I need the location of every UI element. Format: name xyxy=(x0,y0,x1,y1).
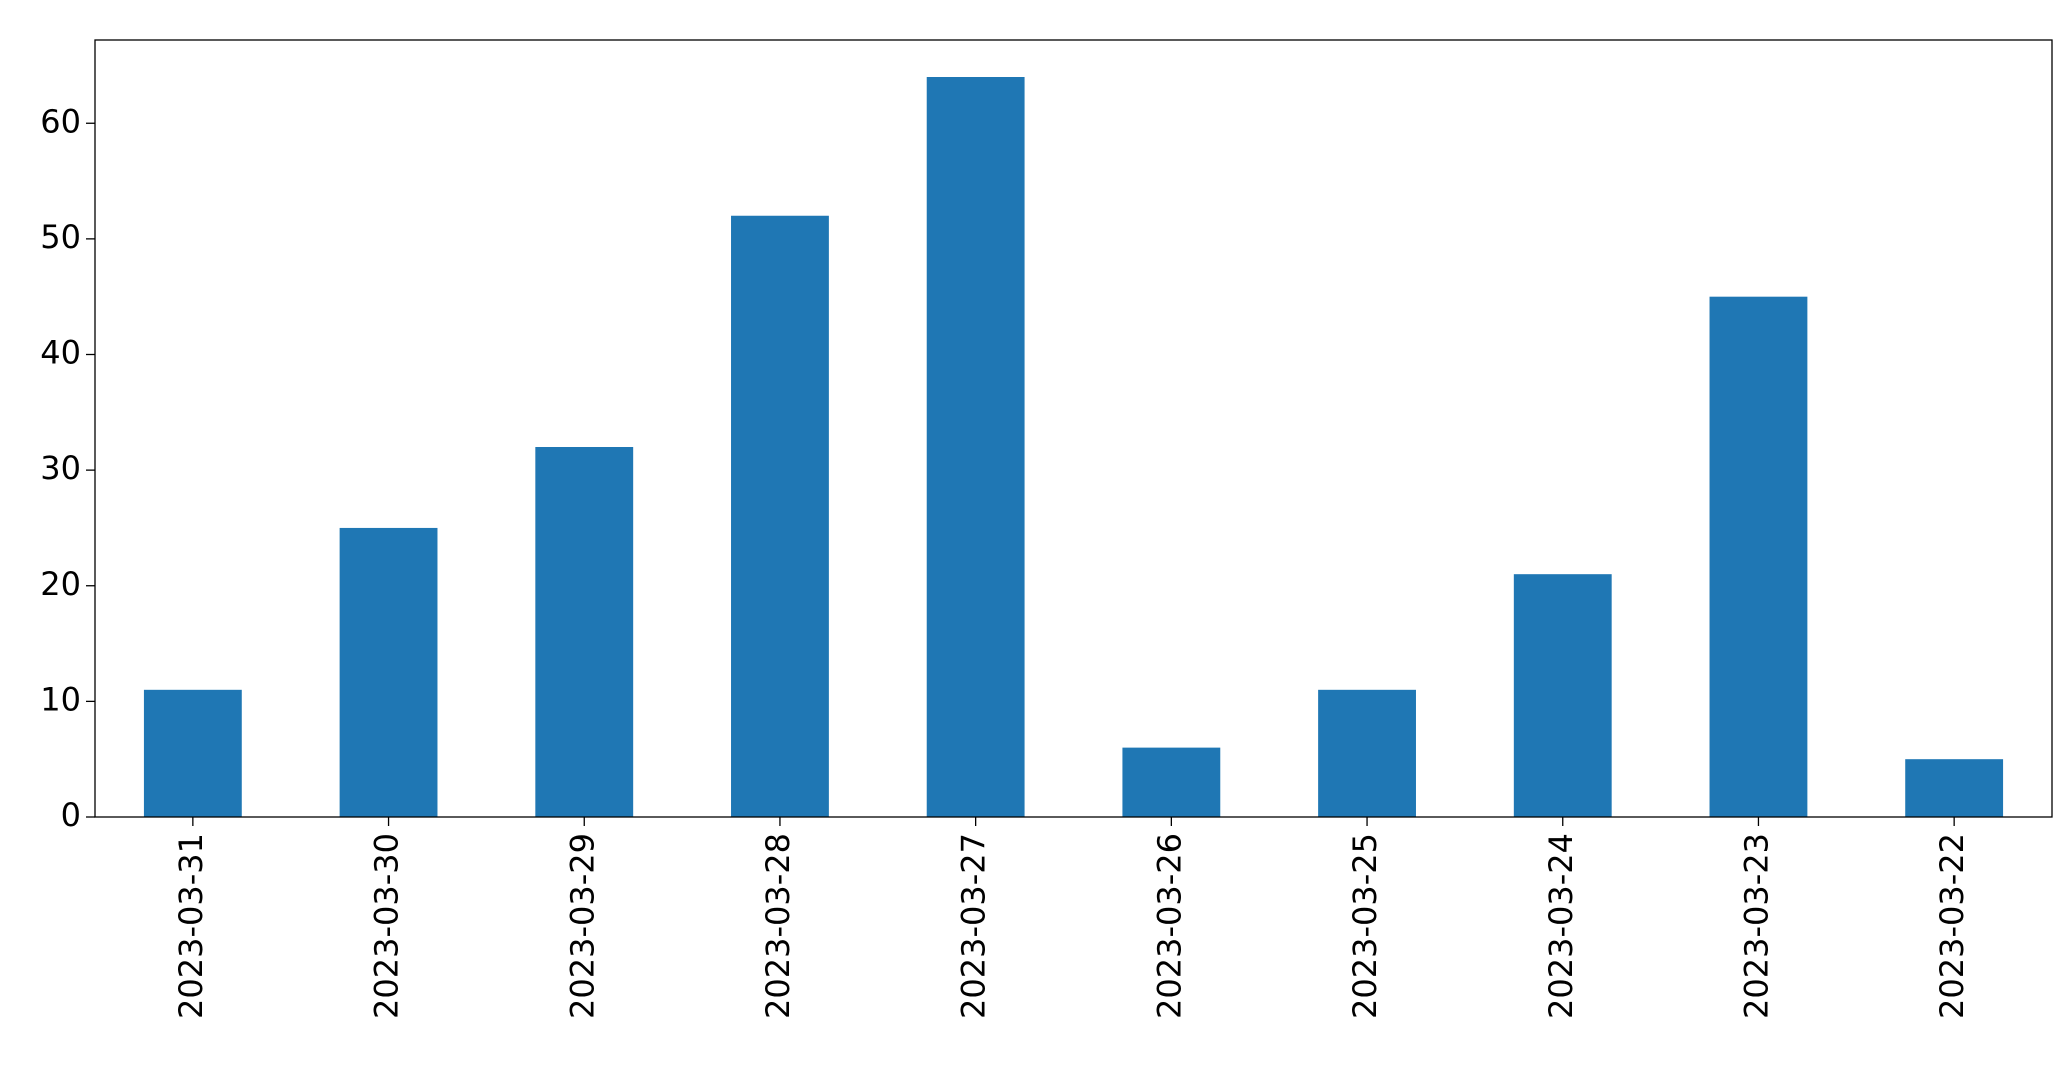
bar xyxy=(535,447,634,817)
x-tick-label: 2023-03-31 xyxy=(172,833,210,1019)
x-tick-label: 2023-03-25 xyxy=(1346,833,1384,1019)
y-tick-label: 30 xyxy=(40,449,81,487)
bar xyxy=(926,77,1025,817)
bar xyxy=(1513,574,1612,817)
x-tick-label: 2023-03-30 xyxy=(368,833,406,1019)
y-tick-label: 50 xyxy=(40,218,81,256)
bar xyxy=(1318,689,1416,817)
y-tick-label: 0 xyxy=(61,796,81,834)
plot-frame xyxy=(94,39,2053,818)
x-tick-label: 2023-03-26 xyxy=(1150,833,1188,1019)
bar xyxy=(339,527,438,817)
bar xyxy=(1709,296,1808,817)
x-tick-label: 2023-03-23 xyxy=(1737,833,1775,1019)
x-tick-label: 2023-03-29 xyxy=(563,833,601,1019)
bar xyxy=(731,215,829,817)
y-tick-label: 10 xyxy=(40,680,81,718)
bar xyxy=(1122,747,1221,817)
x-tick-label: 2023-03-28 xyxy=(759,833,797,1019)
x-tick-label: 2023-03-27 xyxy=(955,833,993,1019)
y-tick-label: 20 xyxy=(40,565,81,603)
y-tick-label: 60 xyxy=(40,102,81,140)
x-tick-label: 2023-03-24 xyxy=(1542,833,1580,1019)
bar xyxy=(1905,759,2004,817)
x-tick-label: 2023-03-22 xyxy=(1933,833,1971,1019)
bar xyxy=(143,689,242,817)
y-tick-label: 40 xyxy=(40,334,81,372)
